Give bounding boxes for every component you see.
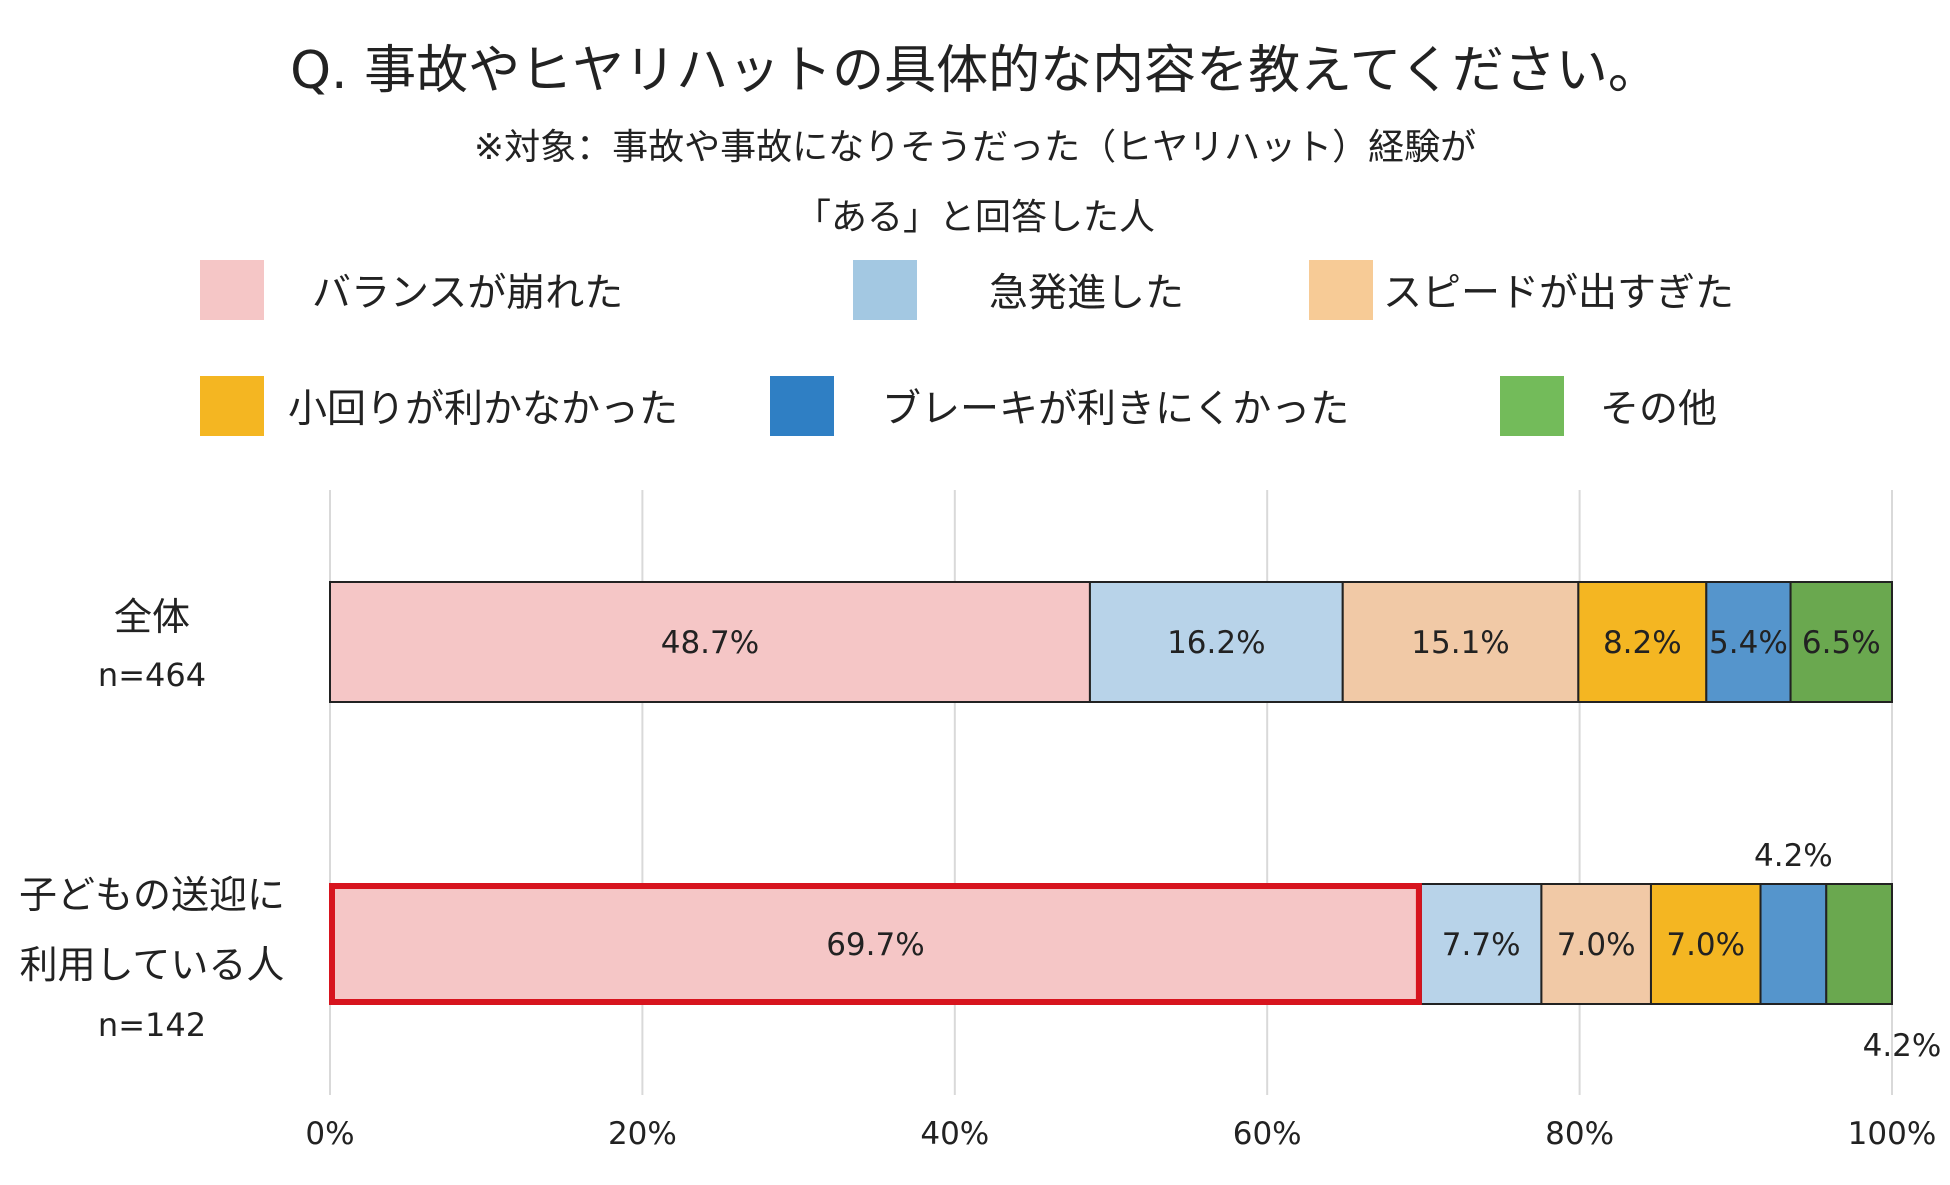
bar-segment — [1705, 581, 1792, 703]
bar-segment — [1540, 883, 1652, 1005]
bar-segment — [1341, 581, 1580, 703]
data-label: 16.2% — [1167, 625, 1265, 661]
category-label: 子どもの送迎に — [19, 873, 285, 917]
data-label: 48.7% — [661, 625, 759, 661]
legend-swatch — [853, 260, 917, 320]
bar-segment — [1759, 883, 1828, 1005]
legend-item-other: その他 — [1500, 376, 1717, 436]
chart-subtitle-line2: 「ある」と回答した人 — [794, 197, 1155, 238]
legend-label: ブレーキが利きにくかった — [882, 387, 1350, 432]
category-label: 利用している人 — [20, 943, 285, 987]
legend-swatch — [1500, 376, 1564, 436]
chart-subtitle-line1: ※対象：事故や事故になりそうだった（ヒヤリハット）経験が — [473, 127, 1477, 168]
bar-segment — [1088, 581, 1344, 703]
data-label: 4.2% — [1863, 1028, 1942, 1064]
data-label: 6.5% — [1802, 625, 1881, 661]
category-label: 全体 — [114, 595, 190, 639]
legend-swatch — [200, 376, 264, 436]
data-label: 69.7% — [826, 927, 924, 963]
x-tick-label: 0% — [305, 1116, 354, 1152]
data-label: 7.0% — [1666, 927, 1745, 963]
legend-label: バランスが崩れた — [312, 271, 624, 316]
legend-label: 小回りが利かなかった — [288, 387, 679, 432]
legend-label: スピードが出すぎた — [1383, 271, 1735, 316]
x-tick-label: 20% — [608, 1116, 677, 1152]
legend-label: 急発進した — [989, 271, 1185, 316]
legend-item-turning: 小回りが利かなかった — [200, 376, 678, 436]
legend-swatch — [200, 260, 264, 320]
legend-swatch — [770, 376, 834, 436]
legend-item-sudden-start: 急発進した — [853, 260, 1184, 320]
chart-title: Q. 事故やヒヤリハットの具体的な内容を教えてください。 — [290, 41, 1660, 101]
legend-item-balance: バランスが崩れた — [200, 260, 623, 320]
x-tick-label: 100% — [1848, 1116, 1937, 1152]
data-label: 7.7% — [1442, 927, 1521, 963]
data-label: 5.4% — [1709, 625, 1788, 661]
legend-swatch — [1309, 260, 1373, 320]
bar-segment — [1419, 883, 1543, 1005]
legend-item-overspeed: スピードが出すぎた — [1309, 260, 1734, 320]
sample-size-label: n=142 — [98, 1006, 206, 1044]
bar-segment — [329, 581, 1091, 703]
data-label: 15.1% — [1411, 625, 1509, 661]
bar-segment — [1825, 883, 1893, 1005]
legend-label: その他 — [1600, 387, 1718, 432]
sample-size-label: n=464 — [98, 656, 206, 694]
highlight-frame — [329, 883, 1422, 1005]
x-tick-label: 80% — [1545, 1116, 1614, 1152]
data-label: 4.2% — [1754, 838, 1833, 874]
bar-segment — [329, 883, 1422, 1005]
bar-segment — [1577, 581, 1708, 703]
x-tick-label: 40% — [920, 1116, 989, 1152]
data-label: 8.2% — [1603, 625, 1682, 661]
bar-segment — [1789, 581, 1893, 703]
data-label: 7.0% — [1557, 927, 1636, 963]
legend-item-brake: ブレーキが利きにくかった — [770, 376, 1349, 436]
x-tick-label: 60% — [1233, 1116, 1302, 1152]
